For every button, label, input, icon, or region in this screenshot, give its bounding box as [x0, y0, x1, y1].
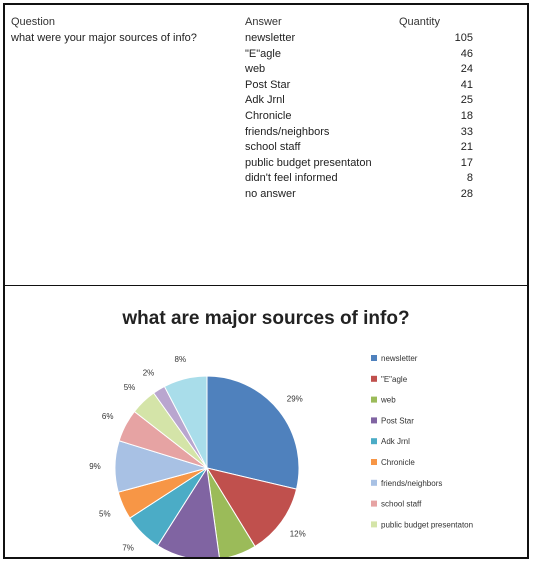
table-cell-answer: no answer — [245, 188, 296, 200]
legend-swatch — [371, 375, 377, 382]
divider — [5, 285, 527, 286]
legend-swatch — [371, 500, 377, 507]
legend-label: web — [380, 396, 396, 405]
table-cell-quantity: 18 — [460, 110, 473, 122]
table-cell-answer: web — [245, 63, 266, 76]
legend-swatch — [371, 459, 377, 465]
data-label: 8% — [175, 355, 187, 364]
pie-slice — [156, 466, 220, 557]
data-label: 7% — [122, 544, 134, 553]
pie-slice — [206, 467, 256, 557]
table-cell-quantity: 28 — [460, 188, 473, 200]
legend-swatch — [371, 438, 377, 445]
table-cell-quantity: 8 — [466, 172, 473, 185]
table-cell-answer: Chronicle — [245, 110, 292, 122]
table-cell-quantity: 105 — [454, 32, 473, 44]
header-answer: Answer — [245, 16, 282, 28]
table-cell-answer: didn't feel informed — [245, 172, 338, 185]
legend-label: Post Star — [381, 416, 414, 425]
legend-label: "E"agle — [381, 375, 408, 384]
chart-area: what are major sources of info? 29% 12% 6%… — [5, 286, 527, 557]
pie-slice — [205, 467, 298, 548]
table-cell-answer: "E"agle — [245, 47, 281, 60]
legend-label: Chronicle — [381, 458, 415, 467]
pie-slice — [206, 375, 300, 490]
legend-swatch — [371, 479, 377, 486]
question-text: what were your major sources of info? — [11, 32, 197, 44]
legend-swatch — [371, 417, 377, 424]
chart-title: what are major sources of info? — [122, 308, 410, 329]
data-label: 9% — [89, 462, 101, 471]
data-label: 5% — [99, 510, 111, 519]
table-cell-answer: friends/neighbors — [245, 125, 330, 138]
data-label: 2% — [143, 369, 155, 378]
data-label: 29% — [287, 395, 303, 404]
table-cell-quantity: 46 — [460, 47, 473, 60]
legend-label: school staff — [381, 500, 422, 509]
table-cell-quantity: 24 — [460, 63, 473, 76]
pie-slice — [163, 375, 208, 469]
table-cell-quantity: 25 — [460, 94, 473, 107]
legend-label: Adk Jrnl — [381, 437, 410, 446]
table-cell-quantity: 33 — [460, 125, 473, 138]
table-cell-answer: newsletter — [245, 32, 296, 44]
legend-swatch — [371, 521, 377, 528]
header-quantity: Quantity — [399, 16, 440, 28]
table-cell-answer: public budget presentaton — [245, 156, 372, 169]
data-label: 12% — [290, 530, 306, 539]
legend-label: friends/neighbors — [381, 479, 442, 488]
table-cell-answer: Adk Jrnl — [245, 94, 285, 107]
worksheet-frame: Question Answer Quantity what were your … — [3, 3, 529, 559]
legend-swatch — [371, 396, 377, 403]
table-cell-quantity: 21 — [460, 141, 473, 154]
table-cell-answer: Post Star — [245, 78, 291, 91]
legend-label: public budget presentaton — [381, 520, 473, 529]
data-label: 6% — [102, 412, 114, 421]
data-table: Question Answer Quantity what were your … — [5, 5, 527, 285]
pie-chart: 29%12%6%11%7%5%9%6%5%2%8%newsletter"E"ag… — [89, 354, 473, 557]
legend-label: newsletter — [381, 354, 418, 363]
header-question: Question — [11, 16, 56, 28]
table-cell-answer: school staff — [245, 141, 301, 154]
table-cell-quantity: 41 — [460, 78, 473, 91]
legend-swatch — [371, 355, 377, 361]
data-label: 5% — [124, 383, 136, 392]
table-cell-quantity: 17 — [460, 156, 473, 169]
